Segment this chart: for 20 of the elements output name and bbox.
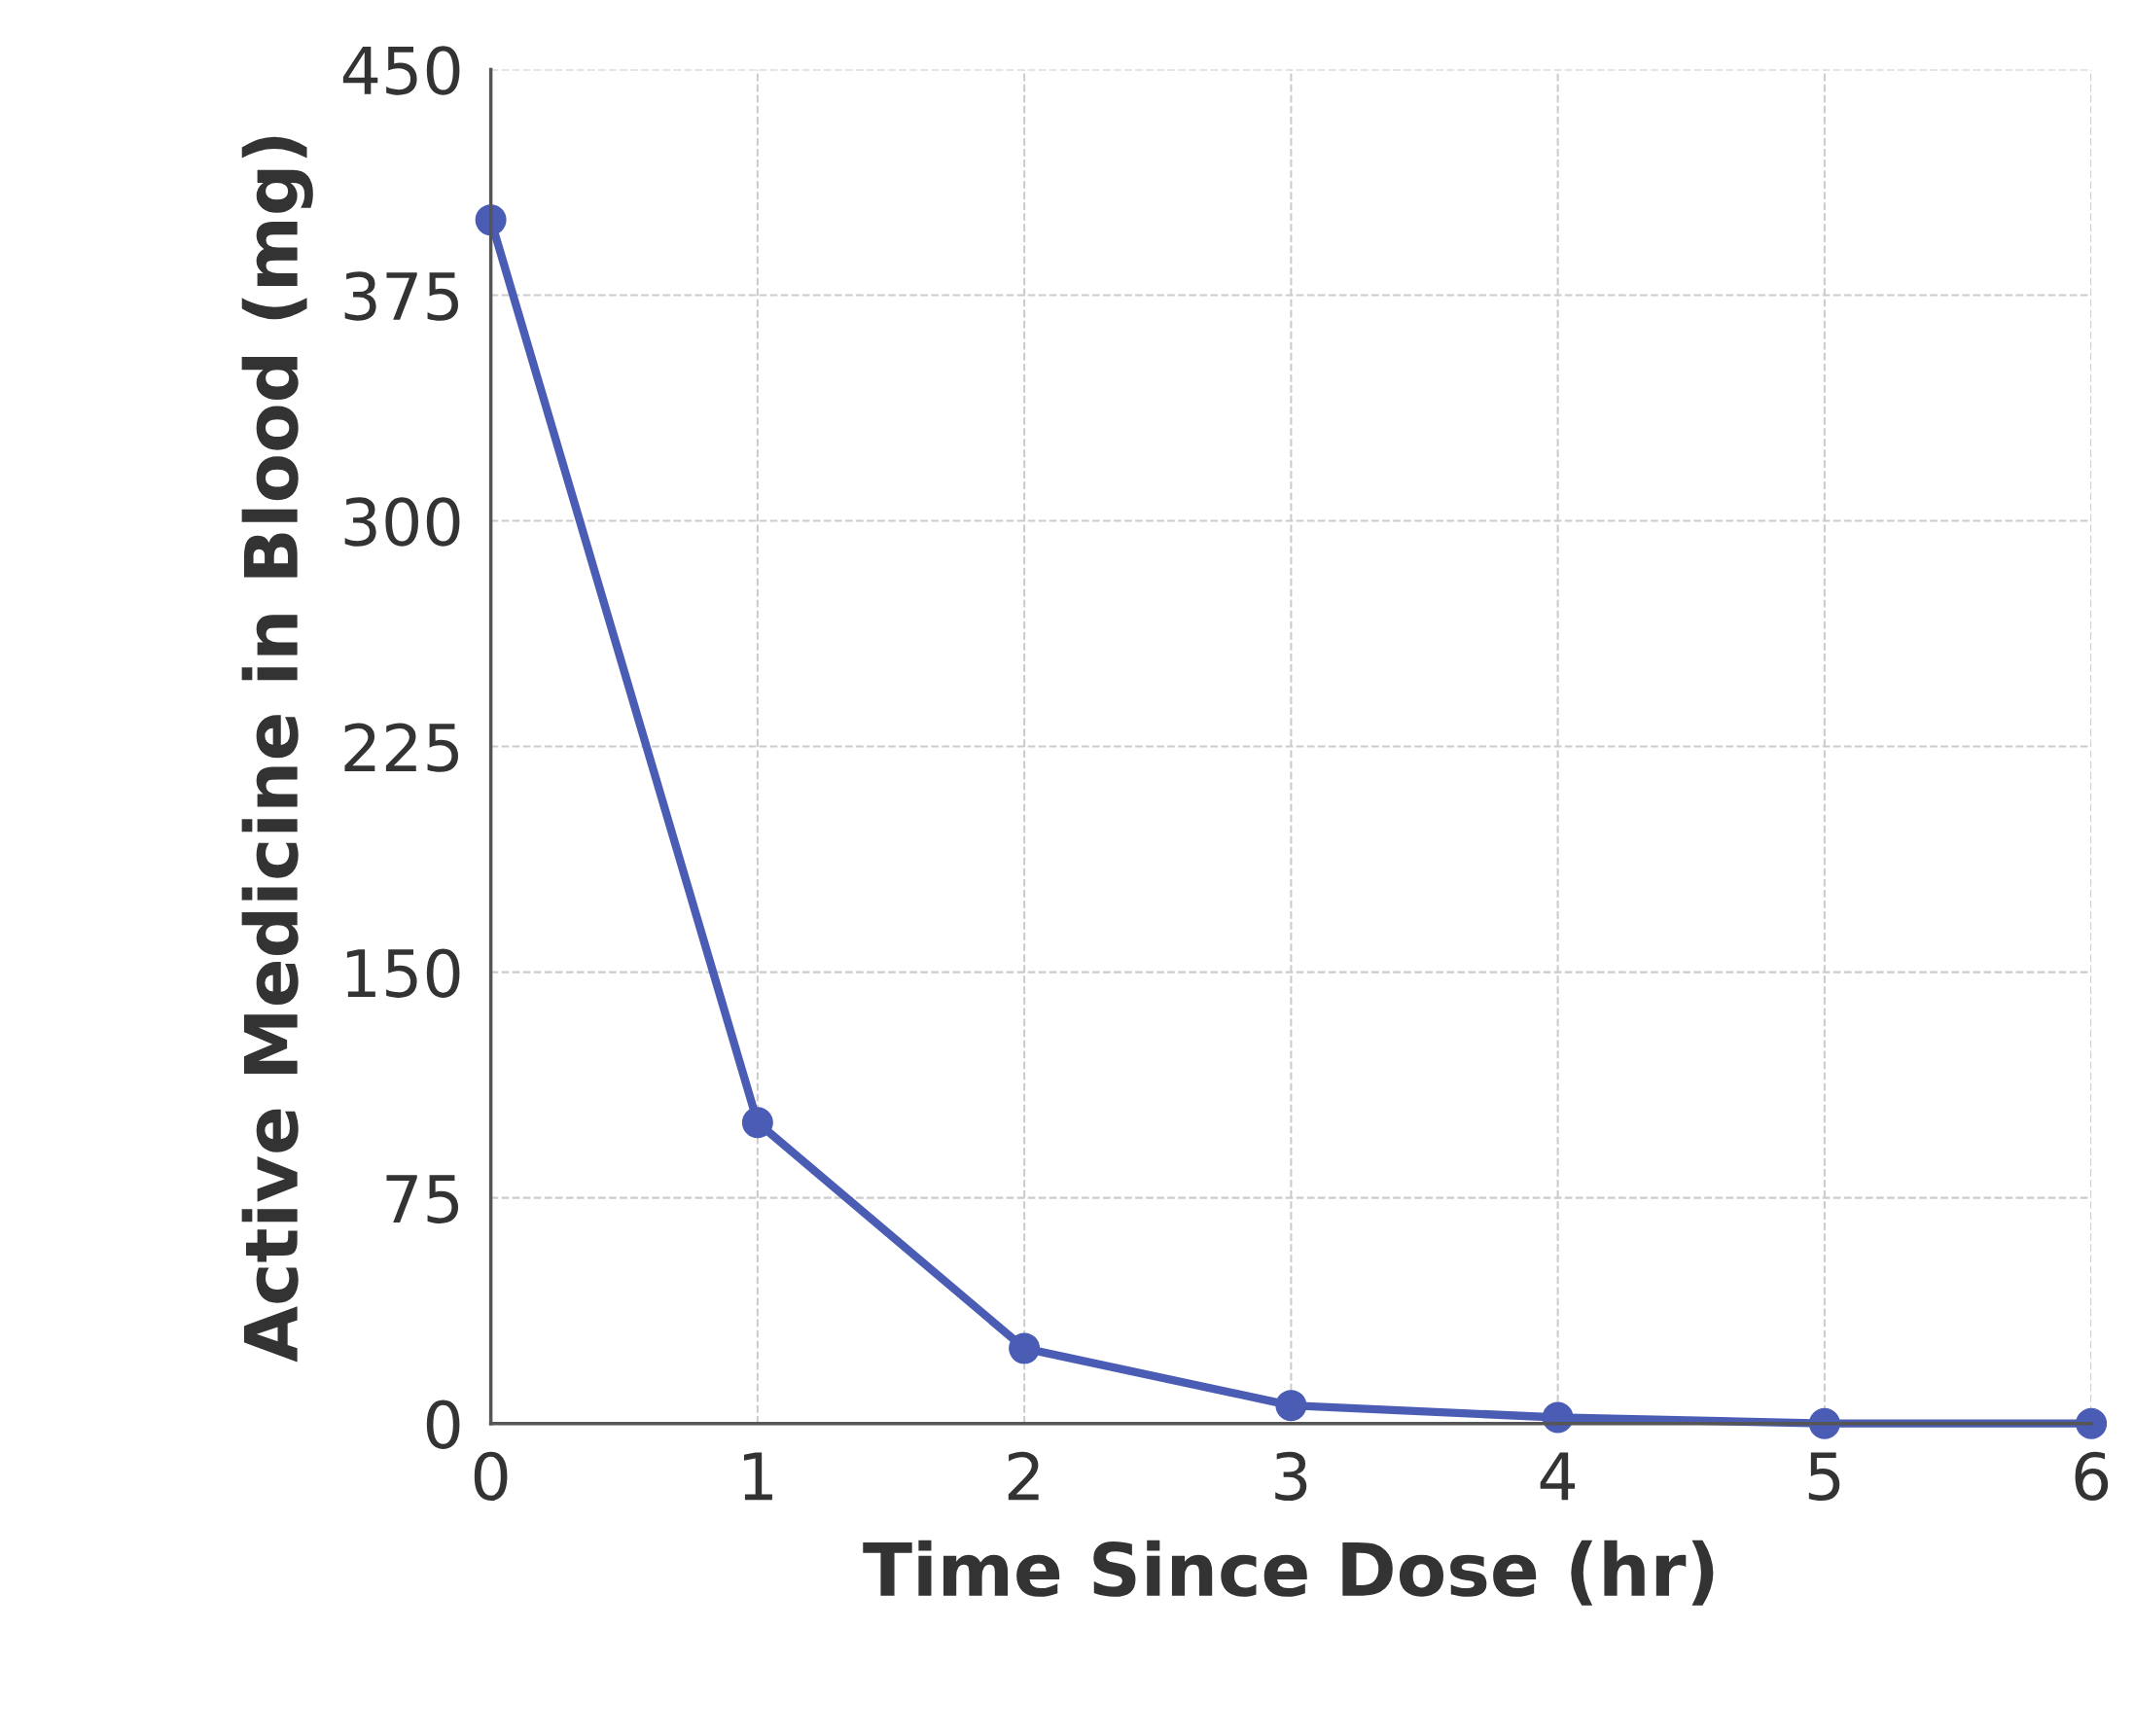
x-tick-label: 1 xyxy=(743,1452,772,1501)
x-axis-title: Time Since Dose (hr) xyxy=(863,1540,1714,1606)
point xyxy=(1275,1390,1307,1422)
point xyxy=(741,1107,773,1139)
y-tick-label: 375 xyxy=(344,271,459,321)
x-tick-label: 4 xyxy=(1540,1452,1576,1501)
x-tick-label: 2 xyxy=(1008,1451,1039,1501)
point xyxy=(1009,1332,1041,1364)
y-tick-label: 450 xyxy=(342,46,460,95)
y-tick-label: 0 xyxy=(426,1399,460,1449)
y-axis-title: Active Medicine in Blood (mg) xyxy=(241,136,313,1363)
y-tick-label: 225 xyxy=(344,723,459,772)
x-tick-label: 5 xyxy=(1808,1452,1840,1502)
x-tick-label: 0 xyxy=(474,1451,508,1502)
y-tick-label: 150 xyxy=(346,948,460,998)
point xyxy=(2076,1407,2108,1439)
y-tick-label: 300 xyxy=(344,497,460,547)
y-tick-label: 75 xyxy=(386,1175,459,1223)
x-tick-label: 3 xyxy=(1275,1451,1307,1502)
x-tick-label: 6 xyxy=(2075,1451,2109,1502)
